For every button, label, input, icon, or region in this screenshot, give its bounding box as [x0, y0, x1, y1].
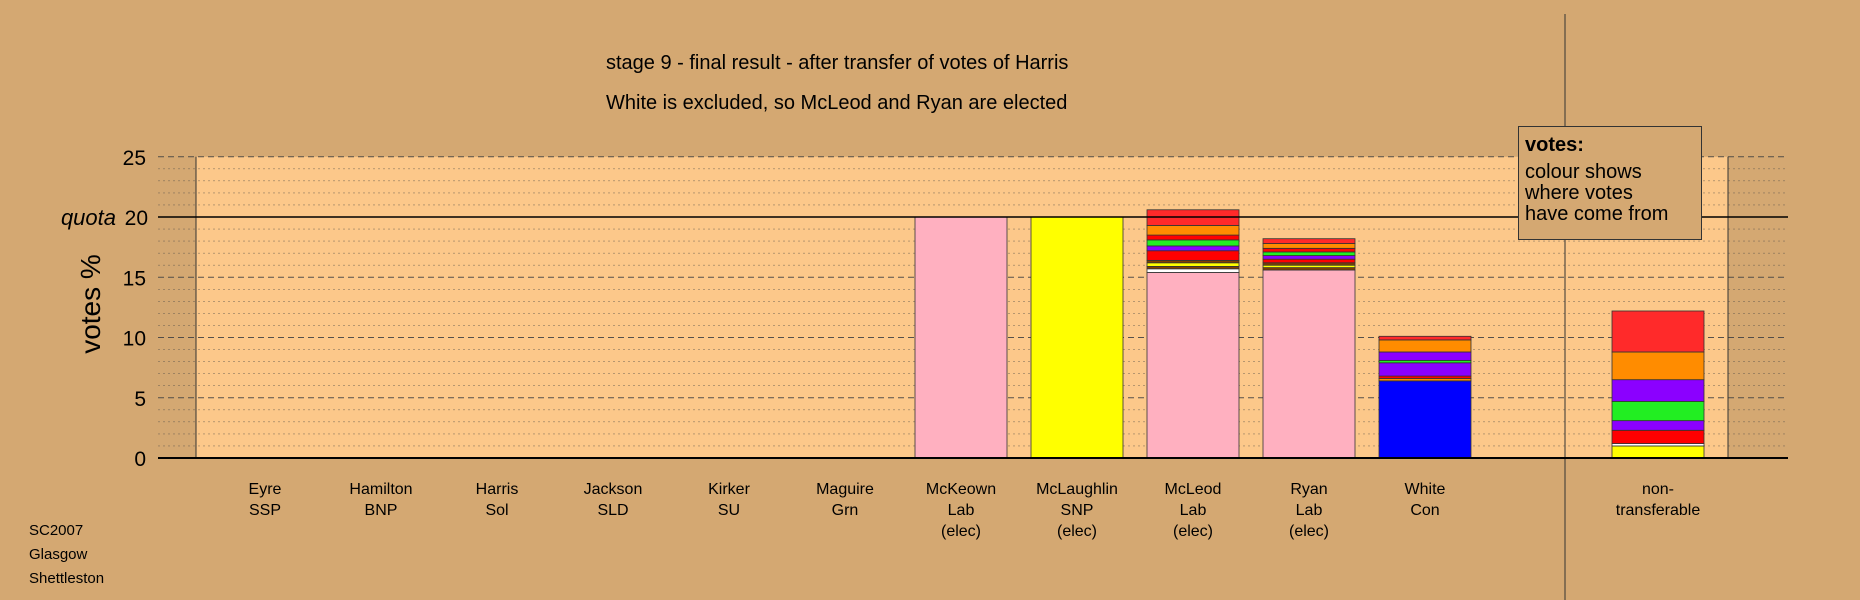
elected-label: (elec)	[941, 523, 981, 540]
bar-segment-white-sol	[1378, 335, 1472, 341]
party-label: SSP	[249, 502, 281, 519]
category-labels: Eyre SSP Hamilton BNP Harris Sol Jackson SLD Kir…	[249, 481, 1701, 540]
bar-segment-mcleod-grn	[1146, 239, 1240, 247]
y-tick-label: 15	[123, 267, 146, 290]
party-label: Lab	[1296, 502, 1323, 519]
candidate-name-label: McLaughlin	[1036, 481, 1118, 498]
legend-box: votes: colour shows where votes have com…	[1518, 126, 1702, 240]
bar-segment-non-su	[1611, 379, 1705, 402]
candidate-name-label: Kirker	[708, 481, 750, 498]
legend-heading: votes:	[1525, 134, 1584, 156]
candidate-name-label: Maguire	[816, 481, 874, 498]
source-label-council: Glasgow	[29, 546, 88, 563]
party-label: SU	[718, 502, 740, 519]
chart-title: stage 9 - final result - after transfer …	[606, 52, 1069, 74]
candidate-name-label: Ryan	[1290, 481, 1327, 498]
y-axis-label: votes %	[75, 254, 106, 354]
bar-segment-non-sld	[1611, 351, 1705, 381]
candidate-name-label: Jackson	[584, 481, 643, 498]
bar-segment-non-ssp	[1611, 429, 1705, 444]
y-tick-label: 0	[134, 448, 146, 471]
party-label: Con	[1410, 502, 1439, 519]
bar-segment-non-sol	[1611, 310, 1705, 353]
party-label: transferable	[1616, 502, 1701, 519]
party-label: SNP	[1061, 502, 1094, 519]
bar-segment-ryan-grn	[1262, 251, 1356, 256]
chart-subtitle: White is excluded, so McLeod and Ryan ar…	[606, 92, 1068, 114]
quota-label: quota	[61, 205, 116, 230]
party-label: SLD	[597, 502, 628, 519]
y-tick-label: 25	[123, 147, 146, 170]
bar-segment-mcleod-snp	[1146, 262, 1240, 267]
bar-segment-white-sld	[1378, 339, 1472, 353]
elected-label: (elec)	[1057, 523, 1097, 540]
y-tick-label: 10	[123, 328, 146, 351]
axes: 0 5 10 15 20 25	[123, 14, 1788, 600]
bar-segment-ryan-sld	[1262, 243, 1356, 249]
bar-segment-non-snp	[1611, 445, 1705, 459]
bar-segment-ryan-su	[1262, 255, 1356, 260]
bars	[914, 209, 1705, 459]
y-tick-label: 5	[134, 388, 146, 411]
candidate-name-label: McKeown	[926, 481, 996, 498]
bar-segment-ryan-ssp	[1262, 258, 1356, 264]
candidate-name-label: Hamilton	[349, 481, 412, 498]
party-label: Lab	[948, 502, 975, 519]
bar-segment-mclaughlin-snp	[1030, 216, 1124, 459]
source-label-election: SC2007	[29, 522, 84, 539]
bar-segment-mcleod-lab	[1146, 272, 1240, 459]
candidate-name-label: Eyre	[249, 481, 282, 498]
candidate-name-label: Harris	[476, 481, 519, 498]
candidate-name-label: McLeod	[1165, 481, 1222, 498]
bar-segment-mcleod-sld	[1146, 225, 1240, 236]
source-label-ward: Shettleston	[29, 570, 105, 587]
bar-segment-ryan-lab	[1262, 269, 1356, 459]
bar-segment-white-con	[1378, 380, 1472, 459]
party-label: BNP	[365, 502, 398, 519]
bar-segment-mckeown-lab	[914, 216, 1008, 459]
bar-segment-non-grn	[1611, 400, 1705, 422]
bar-segment-ryan-sol	[1262, 238, 1356, 244]
party-label: Lab	[1180, 502, 1207, 519]
bar-segment-mcleod-ssp	[1146, 250, 1240, 261]
party-label: Grn	[832, 502, 859, 519]
party-label: Sol	[485, 502, 508, 519]
elected-label: (elec)	[1173, 523, 1213, 540]
y-tick-label: 20	[125, 207, 148, 230]
bar-segment-ryan-ssp	[1262, 247, 1356, 253]
candidate-name-label: White	[1405, 481, 1446, 498]
bar-segment-mcleod-other	[1146, 268, 1240, 273]
bar-segment-mcleod-su	[1146, 245, 1240, 252]
bar-segment-mcleod-ssp	[1146, 234, 1240, 241]
legend-text: colour shows where votes have come from	[1525, 161, 1669, 225]
candidate-name-label: non-	[1642, 481, 1674, 498]
elected-label: (elec)	[1289, 523, 1329, 540]
bar-segment-non-su	[1611, 420, 1705, 431]
bar-segment-white-su	[1378, 351, 1472, 361]
bar-segment-white-su	[1378, 362, 1472, 377]
